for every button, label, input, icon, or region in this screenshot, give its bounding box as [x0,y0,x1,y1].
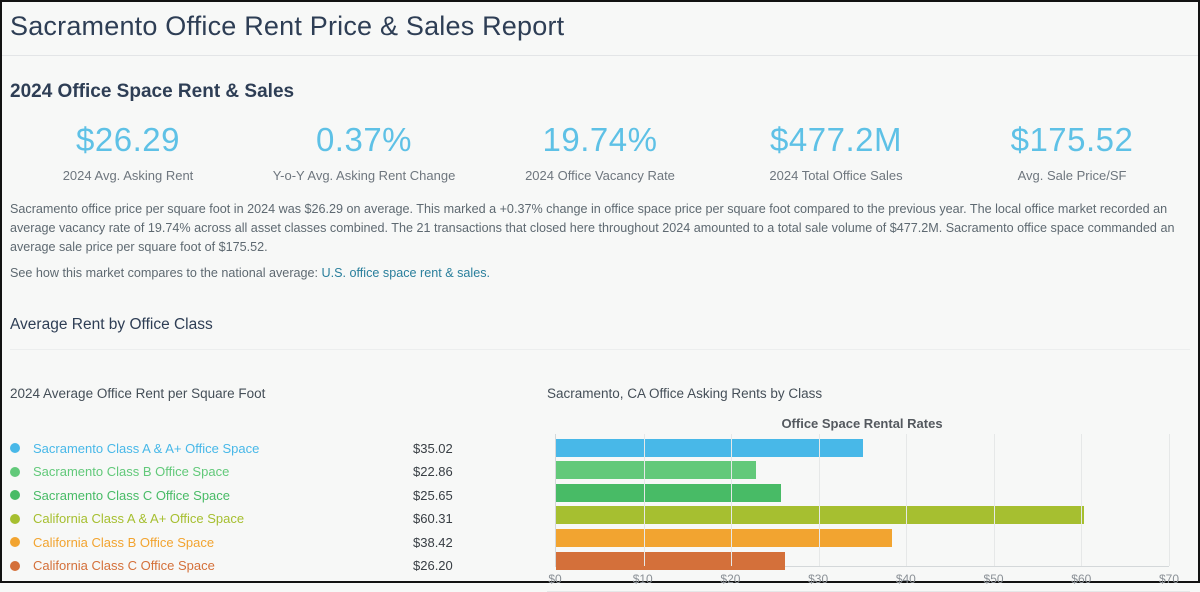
legend-row-sacramento-class-a: Sacramento Class A & A+ Office Space $35… [10,437,547,461]
bar-chart-heading: Sacramento, CA Office Asking Rents by Cl… [547,385,823,401]
x-tick-label: $0 [548,571,562,586]
x-tick-label: $60 [1071,571,1092,586]
metric-value: $175.52 [1010,121,1134,158]
bar-4 [556,506,1085,525]
national-average-link[interactable]: U.S. office space rent & sales. [321,265,490,280]
key-metrics-row: $26.29 2024 Avg. Asking Rent 0.37% Y-o-Y… [10,121,1190,183]
legend-label: Sacramento Class C Office Space [33,487,231,503]
page-title: Sacramento Office Rent Price & Sales Rep… [10,11,565,41]
x-tick-label: $70 [1158,571,1180,586]
x-tick-label: $20 [720,571,741,586]
metric-label: Avg. Sale Price/SF [1017,168,1127,183]
metric-vacancy-rate: 19.74% 2024 Office Vacancy Rate [482,121,718,183]
bar-chart-column: Sacramento, CA Office Asking Rents by Cl… [547,386,1190,592]
legend-value: $25.65 [413,487,453,503]
legend-bullet-icon [10,466,20,477]
rent-by-class-heading: Average Rent by Office Class [10,316,1190,350]
chart-title: Office Space Rental Rates [781,415,943,431]
x-tick-label: $40 [895,571,916,586]
gridline [818,433,820,566]
legend-bullet-icon [10,537,20,548]
x-tick-label: $30 [808,571,829,586]
metric-avg-asking-rent: $26.29 2024 Avg. Asking Rent [10,121,246,183]
legend-label: California Class A & A+ Office Space [33,511,245,527]
legend-value: $60.31 [413,511,453,527]
report-header: Sacramento Office Rent Price & Sales Rep… [2,2,1198,56]
legend-row-california-class-a: California Class A & A+ Office Space $60… [10,507,547,531]
metric-label: 2024 Avg. Asking Rent [62,168,194,183]
overview-heading: 2024 Office Space Rent & Sales [10,81,295,102]
legend-label: California Class C Office Space [33,558,215,574]
legend-row-california-class-c: California Class C Office Space $26.20 [10,554,547,578]
gridline [643,433,645,566]
gridline [993,433,995,566]
gridline [1169,433,1170,566]
metric-label: 2024 Total Office Sales [769,168,903,183]
legend-row-california-class-b: California Class B Office Space $38.42 [10,531,547,555]
rent-class-legend: Sacramento Class A & A+ Office Space $35… [10,437,547,578]
metric-value: 19.74% [542,121,658,158]
national-average-line: See how this market compares to the nati… [10,266,1190,280]
rent-table-column: 2024 Average Office Rent per Square Foot… [10,386,547,592]
legend-label: Sacramento Class B Office Space [33,464,230,480]
bar-5 [556,529,893,548]
x-tick-label: $50 [983,571,1004,586]
legend-value: $35.02 [413,440,453,456]
legend-value: $26.20 [413,558,453,574]
legend-bullet-icon [10,443,20,454]
legend-value: $22.86 [413,464,453,480]
metric-value: $26.29 [76,121,180,158]
legend-row-sacramento-class-c: Sacramento Class C Office Space $25.65 [10,484,547,508]
bar-chart: Office Space Rental Rates $0 $10 $20 $30 $40… [547,416,1190,589]
gridline [731,433,733,566]
legend-bullet-icon [10,513,20,524]
x-axis-labels: $0 $10 $20 $30 $40 $50 $60 $70 [548,567,1179,589]
gridline [906,433,908,566]
legend-bullet-icon [10,490,20,501]
x-tick-label: $10 [632,571,653,586]
metric-value: 0.37% [315,121,413,158]
metric-avg-sale-price-sf: $175.52 Avg. Sale Price/SF [954,121,1190,183]
legend-bullet-icon [10,560,20,571]
legend-label: Sacramento Class A & A+ Office Space [33,440,260,456]
bar-6 [556,551,786,570]
gridline [1081,433,1083,566]
metric-yoy-rent-change: 0.37% Y-o-Y Avg. Asking Rent Change [246,121,482,183]
rent-table-heading: 2024 Average Office Rent per Square Foot [10,385,266,401]
bar-3 [556,483,781,502]
metric-value: $477.2M [770,121,902,158]
national-average-prefix: See how this market compares to the nati… [10,265,319,280]
metric-total-office-sales: $477.2M 2024 Total Office Sales [718,121,954,183]
metric-label: Y-o-Y Avg. Asking Rent Change [272,168,456,183]
metric-label: 2024 Office Vacancy Rate [525,168,675,183]
bars-container [556,438,1169,575]
report-body: 2024 Office Space Rent & Sales $26.29 20… [2,81,1198,592]
bar-2 [556,461,757,480]
rent-by-class-section: 2024 Average Office Rent per Square Foot… [10,386,1190,592]
plot-area [555,433,1170,570]
legend-row-sacramento-class-b: Sacramento Class B Office Space $22.86 [10,460,547,484]
market-summary-paragraph: Sacramento office price per square foot … [10,202,1175,254]
legend-label: California Class B Office Space [33,534,215,550]
bar-1 [556,438,863,457]
legend-value: $38.42 [413,534,453,550]
